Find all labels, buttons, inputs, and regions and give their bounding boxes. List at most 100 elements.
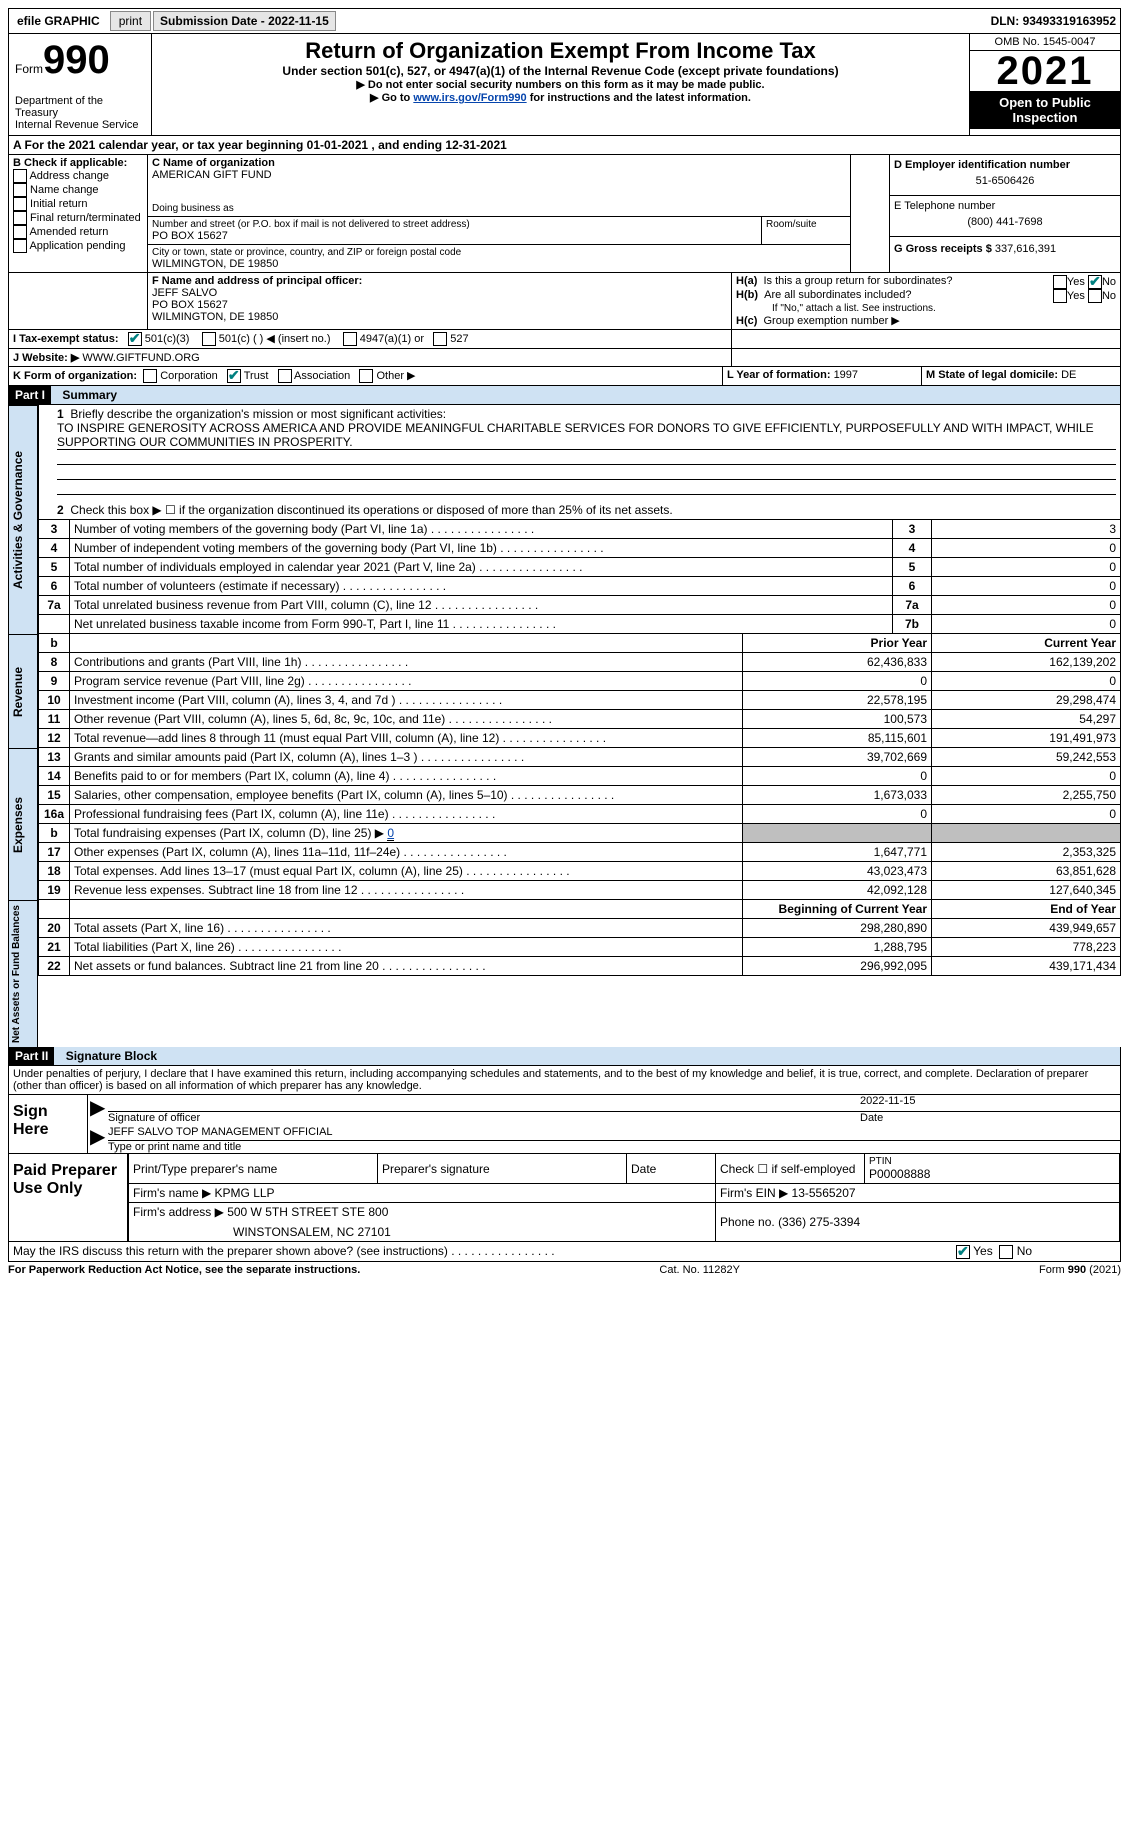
- hb-no: No: [1102, 290, 1116, 302]
- submission-date: Submission Date - 2022-11-15: [153, 11, 336, 31]
- submission-date-value: 2022-11-15: [268, 14, 329, 28]
- table-row: Net unrelated business taxable income fr…: [39, 615, 1121, 634]
- table-row: 11Other revenue (Part VIII, column (A), …: [39, 710, 1121, 729]
- part2-title: Signature Block: [66, 1049, 157, 1063]
- prep-date-label: Date: [627, 1154, 716, 1184]
- tab-expenses: Expenses: [8, 748, 38, 900]
- org-name: AMERICAN GIFT FUND: [152, 169, 846, 181]
- ha-no-checkbox[interactable]: [1088, 275, 1102, 289]
- governance-table: 3Number of voting members of the governi…: [38, 520, 1121, 634]
- tax-year: 2021: [970, 51, 1120, 91]
- section-deg: D Employer identification number 51-6506…: [890, 155, 1120, 272]
- form-org-label: K Form of organization:: [13, 370, 137, 382]
- firm-addr1: 500 W 5TH STREET STE 800: [227, 1205, 388, 1219]
- k-checkbox[interactable]: [278, 369, 292, 383]
- b-checkbox[interactable]: [13, 183, 27, 197]
- netassets-section: Net Assets or Fund Balances Beginning of…: [8, 900, 1121, 1047]
- website-label: J Website: ▶: [13, 352, 82, 364]
- page-footer: For Paperwork Reduction Act Notice, see …: [8, 1262, 1121, 1276]
- ha-yes-checkbox[interactable]: [1053, 275, 1067, 289]
- domicile: DE: [1061, 369, 1076, 381]
- section-b-option: Initial return: [13, 197, 143, 211]
- revenue-table: bPrior YearCurrent Year 8Contributions a…: [38, 634, 1121, 748]
- hb-yes-checkbox[interactable]: [1053, 289, 1067, 303]
- k-checkbox[interactable]: [227, 369, 241, 383]
- part2-header: Part II Signature Block: [8, 1047, 1121, 1066]
- gross-receipts-label: G Gross receipts $: [894, 243, 995, 255]
- firm-ein-label: Firm's EIN ▶: [720, 1186, 792, 1200]
- period-mid: , and ending: [368, 138, 445, 152]
- table-row: 5Total number of individuals employed in…: [39, 558, 1121, 577]
- 527-checkbox[interactable]: [433, 332, 447, 346]
- prior-year-hdr: Prior Year: [743, 634, 932, 653]
- 4947-checkbox[interactable]: [343, 332, 357, 346]
- k-checkbox[interactable]: [359, 369, 373, 383]
- b-checkbox[interactable]: [13, 169, 27, 183]
- period-a: A For the 2021 calendar year, or tax yea…: [8, 136, 1121, 155]
- k-checkbox[interactable]: [143, 369, 157, 383]
- section-klm: K Form of organization: Corporation Trus…: [8, 367, 1121, 386]
- table-row: 8Contributions and grants (Part VIII, li…: [39, 653, 1121, 672]
- tab-netassets: Net Assets or Fund Balances: [8, 900, 38, 1047]
- section-b-option: Address change: [13, 169, 143, 183]
- form-title: Return of Organization Exempt From Incom…: [158, 38, 963, 64]
- submission-date-label: Submission Date -: [160, 14, 268, 28]
- dln-value: 93493319163952: [1023, 14, 1116, 28]
- section-b-option: Name change: [13, 183, 143, 197]
- ha-no: No: [1102, 276, 1116, 288]
- note-link: ▶ Go to www.irs.gov/Form990 for instruct…: [158, 91, 963, 104]
- city-label: City or town, state or province, country…: [152, 247, 846, 258]
- 501c3-checkbox[interactable]: [128, 332, 142, 346]
- note-link-post: for instructions and the latest informat…: [527, 92, 751, 104]
- discuss-yes: Yes: [973, 1244, 993, 1258]
- open-to-public: Open to Public Inspection: [970, 91, 1120, 129]
- table-row: 12Total revenue—add lines 8 through 11 (…: [39, 729, 1121, 748]
- discuss-yes-checkbox[interactable]: [956, 1245, 970, 1259]
- expenses-section: Expenses 13Grants and similar amounts pa…: [8, 748, 1121, 900]
- ptin-label: PTIN: [869, 1156, 1115, 1167]
- 4947: 4947(a)(1) or: [360, 333, 424, 345]
- sig-name-label: Type or print name and title: [108, 1141, 1120, 1153]
- b-checkbox[interactable]: [13, 225, 27, 239]
- q2: Check this box ▶ ☐ if the organization d…: [70, 503, 672, 517]
- discuss-label: May the IRS discuss this return with the…: [13, 1244, 448, 1258]
- footer-left: For Paperwork Reduction Act Notice, see …: [8, 1264, 360, 1276]
- end-year-hdr: End of Year: [932, 900, 1121, 919]
- 527: 527: [450, 333, 468, 345]
- form-number: Form990: [15, 38, 145, 83]
- 501c-other: 501(c) ( ) ◀ (insert no.): [219, 333, 331, 345]
- year-formation-label: L Year of formation:: [727, 369, 834, 381]
- note-link-pre: ▶ Go to: [370, 92, 413, 104]
- note-ssn: ▶ Do not enter social security numbers o…: [158, 78, 963, 91]
- self-employed-label: Check ☐ if self-employed: [716, 1154, 865, 1184]
- irs-link[interactable]: www.irs.gov/Form990: [413, 92, 526, 104]
- table-row: 18Total expenses. Add lines 13–17 (must …: [39, 862, 1121, 881]
- b-checkbox[interactable]: [13, 197, 27, 211]
- discuss-no-checkbox[interactable]: [999, 1245, 1013, 1259]
- part1-body: Activities & Governance 1 Briefly descri…: [8, 405, 1121, 634]
- section-b: B Check if applicable: Address change Na…: [9, 155, 148, 272]
- prep-name-label: Print/Type preparer's name: [129, 1154, 378, 1184]
- footer-mid: Cat. No. 11282Y: [659, 1264, 740, 1276]
- q1-num: 1: [57, 407, 64, 421]
- hb-yes: Yes: [1067, 290, 1085, 302]
- print-button[interactable]: print: [110, 11, 151, 31]
- q1-value: TO INSPIRE GENEROSITY ACROSS AMERICA AND…: [57, 421, 1116, 450]
- hb-no-checkbox[interactable]: [1088, 289, 1102, 303]
- b-checkbox[interactable]: [13, 239, 27, 253]
- form-header: Form990 Department of the Treasury Inter…: [8, 34, 1121, 136]
- period-end: 12-31-2021: [445, 138, 506, 152]
- declaration-text: Under penalties of perjury, I declare th…: [13, 1068, 1088, 1092]
- phone-label: E Telephone number: [894, 200, 1116, 212]
- top-bar: efile GRAPHIC print Submission Date - 20…: [8, 8, 1121, 34]
- officer-addr1: PO BOX 15627: [152, 299, 727, 311]
- q1-label: Briefly describe the organization's miss…: [70, 407, 446, 421]
- section-b-option: Application pending: [13, 239, 143, 253]
- b-checkbox[interactable]: [13, 211, 27, 225]
- 501c-checkbox[interactable]: [202, 332, 216, 346]
- firm-addr-label: Firm's address ▶: [133, 1205, 227, 1219]
- entity-block: B Check if applicable: Address change Na…: [8, 155, 1121, 273]
- year-formation: 1997: [834, 369, 858, 381]
- form-no: 990: [43, 38, 110, 82]
- fh-block: F Name and address of principal officer:…: [8, 273, 1121, 330]
